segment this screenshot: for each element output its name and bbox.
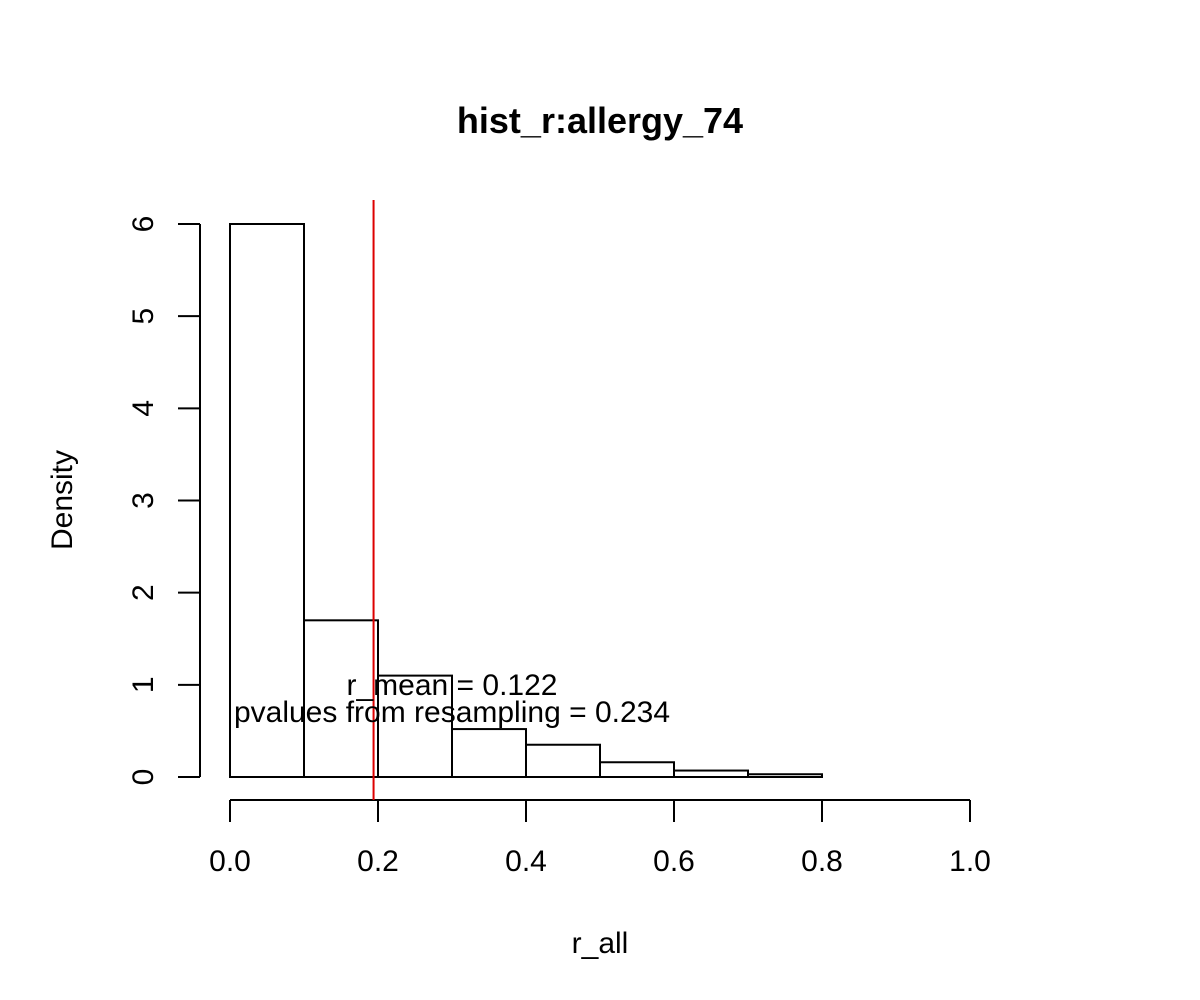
y-tick-label: 1 [127,676,160,693]
y-tick-label: 3 [127,492,160,509]
y-tick-label: 6 [127,216,160,233]
histogram-bar-6 [673,769,749,779]
histogram-bar-4 [525,743,601,778]
x-tick-label: 0.0 [209,845,251,878]
histogram-bar-2 [377,674,453,778]
chart-title: hist_r:allergy_74 [457,100,743,141]
y-tick-label: 2 [127,584,160,601]
x-tick-label: 0.8 [801,845,843,878]
y-tick-label: 0 [127,769,160,786]
x-axis-label: r_all [572,927,629,960]
histogram-bar-5 [599,761,675,779]
histogram-bar-3 [451,728,527,778]
x-tick-label: 0.6 [653,845,695,878]
y-tick-label: 5 [127,308,160,325]
histogram-bar-7 [747,773,823,778]
y-axis-label: Density [46,450,79,550]
x-axis: 0.0 0.2 0.4 0.6 0.8 1.0 [209,799,991,878]
x-tick-label: 0.4 [505,845,547,878]
y-axis: 0 1 2 3 4 5 6 [127,216,201,786]
pvalue-annotation: pvalues from resampling = 0.234 [234,696,670,729]
histogram-bars [229,223,823,779]
histogram-bar-1 [303,619,379,778]
x-tick-label: 1.0 [949,845,991,878]
r-mean-annotation: r_mean = 0.122 [347,669,558,702]
y-tick-label: 4 [127,400,160,417]
histogram-bar-0 [229,223,305,778]
x-tick-label: 0.2 [357,845,399,878]
